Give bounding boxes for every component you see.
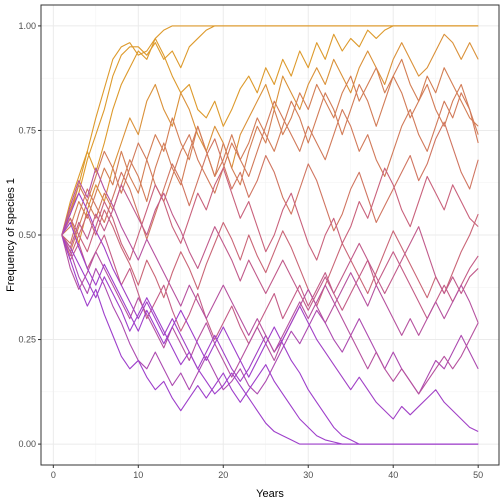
x-tick-label: 0 [51, 470, 56, 480]
series-line-18 [61, 167, 479, 395]
y-tick-label: 0.25 [18, 335, 36, 345]
y-tick-label: 0.75 [18, 125, 36, 135]
series-line-16 [61, 221, 479, 445]
series-layer [61, 25, 479, 445]
x-tick-label: 50 [473, 470, 483, 480]
y-axis-title: Frequency of species 1 [5, 178, 17, 292]
x-axis: 0 10 20 30 40 50 [51, 465, 483, 480]
series-line-19 [61, 184, 479, 311]
x-tick-label: 10 [133, 470, 143, 480]
series-line-5 [61, 58, 479, 236]
y-axis: 0.00 0.25 0.50 0.75 1.00 [18, 21, 41, 449]
series-line-8 [61, 121, 479, 244]
series-line-7 [61, 92, 479, 236]
y-tick-label: 1.00 [18, 21, 36, 31]
x-tick-label: 30 [303, 470, 313, 480]
y-tick-label: 0.50 [18, 230, 36, 240]
series-line-12 [61, 234, 479, 378]
series-line-3 [61, 25, 479, 236]
y-tick-label: 0.00 [18, 439, 36, 449]
series-line-9 [61, 167, 479, 261]
series-line-10 [61, 209, 479, 307]
x-tick-label: 20 [218, 470, 228, 480]
series-line-4 [61, 33, 479, 244]
x-tick-label: 40 [388, 470, 398, 480]
series-line-11 [61, 234, 479, 345]
x-axis-title: Years [256, 488, 284, 500]
